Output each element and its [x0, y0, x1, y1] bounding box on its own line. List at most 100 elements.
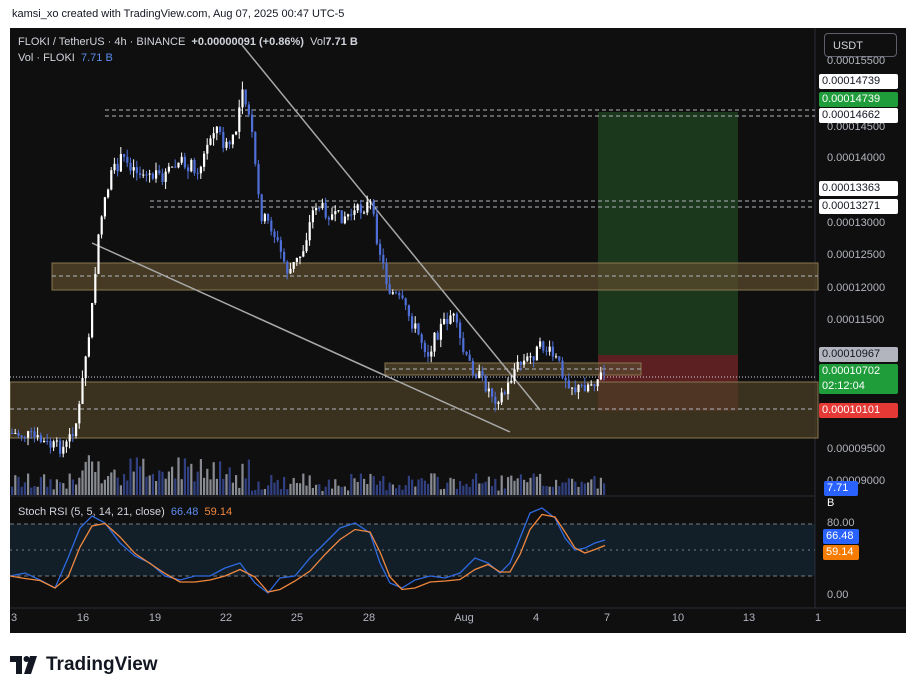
volume-bar	[430, 473, 433, 495]
candle-body	[391, 292, 394, 294]
candle-body	[116, 163, 119, 172]
volume-bar	[375, 484, 378, 495]
candle-body	[36, 435, 39, 438]
candle-body	[583, 385, 586, 392]
volume-bar	[302, 473, 305, 495]
volume-bar	[542, 485, 545, 495]
candle-body	[337, 210, 340, 212]
stoch-legend[interactable]: Stoch RSI (5, 5, 14, 21, close) 66.48 59…	[18, 506, 232, 518]
level-label-13271: 0.00013271	[819, 199, 898, 214]
candle-body	[523, 360, 526, 365]
stoch-d-label: 59.14	[823, 545, 859, 560]
candle-body	[356, 204, 359, 211]
candle-body	[388, 284, 391, 294]
candle-body	[244, 89, 247, 105]
volume-bar	[446, 482, 449, 495]
volume-bar	[411, 479, 414, 495]
candle-body	[465, 351, 468, 355]
candle-body	[331, 214, 334, 220]
volume-bar	[417, 479, 420, 495]
candle-body	[164, 171, 167, 182]
candle-body	[273, 231, 276, 238]
volume-bar	[68, 473, 71, 495]
time-tick: 22	[219, 612, 233, 624]
candle-body	[500, 392, 503, 403]
volume-bar	[273, 482, 276, 495]
volume-bar	[126, 480, 129, 495]
stoch-k-line	[10, 507, 606, 594]
candle-body	[11, 433, 14, 434]
candle-body	[215, 126, 218, 134]
time-tick: 28	[362, 612, 376, 624]
price-tick: 0.00014000	[827, 152, 886, 164]
volume-bar	[516, 478, 519, 495]
volume-bar	[270, 474, 273, 495]
candle-body	[52, 441, 55, 448]
volume-bar	[225, 474, 228, 495]
volume-bar	[228, 467, 231, 495]
volume-bar	[59, 482, 62, 495]
volume-bar	[151, 473, 154, 495]
currency-button[interactable]: USDT	[824, 33, 897, 57]
volume-bar	[257, 481, 260, 495]
volume-legend[interactable]: Vol · FLOKI 7.71 B	[18, 52, 113, 64]
candle-body	[401, 295, 404, 299]
volume-bar	[52, 489, 55, 495]
volume-bar	[350, 473, 353, 495]
volume-bar	[318, 484, 321, 495]
volume-bar	[65, 488, 68, 495]
volume-bar	[215, 478, 218, 495]
volume-bar	[183, 458, 186, 495]
candle-body	[142, 174, 145, 176]
price-tick: 0.00014500	[827, 121, 886, 133]
candle-body	[596, 379, 599, 387]
candle-body	[603, 372, 606, 374]
volume-bar	[311, 487, 314, 495]
support-zone	[10, 381, 819, 439]
volume-bar	[455, 488, 458, 495]
volume-bar	[535, 476, 538, 495]
candle-body	[91, 303, 94, 338]
tradingview-logo[interactable]: TradingView	[10, 654, 158, 676]
stop-price-label: 0.00010101	[819, 403, 898, 418]
volume-bar	[321, 490, 324, 495]
volume-bar	[158, 470, 161, 495]
time-tick: 4	[532, 612, 540, 624]
candle-body	[302, 251, 305, 257]
candle-body	[321, 202, 324, 208]
candle-body	[151, 173, 154, 179]
time-tick: Aug	[454, 612, 474, 624]
symbol-title[interactable]: FLOKI / TetherUS · 4h · BINANCE	[18, 36, 186, 48]
volume-bar	[190, 463, 193, 495]
candle-body	[379, 243, 382, 255]
candle-body	[529, 356, 532, 358]
volume-bar	[363, 478, 366, 495]
candle-body	[228, 141, 231, 145]
candle-body	[225, 141, 228, 148]
chart-canvas[interactable]	[10, 28, 906, 633]
candle-body	[359, 204, 362, 213]
volume-bar	[404, 485, 407, 495]
candle-body	[196, 173, 199, 175]
volume-bar	[219, 461, 222, 495]
symbol-legend[interactable]: FLOKI / TetherUS · 4h · BINANCE +0.00000…	[18, 36, 358, 48]
volume-bar	[526, 482, 529, 495]
candle-body	[305, 240, 308, 252]
volume-bar	[462, 485, 465, 495]
volume-bar	[87, 455, 90, 495]
volume-bar	[244, 478, 247, 495]
volume-bar	[571, 478, 574, 495]
price-tick: 0.00013000	[827, 217, 886, 229]
volume-bar	[254, 489, 257, 495]
candle-body	[395, 292, 398, 294]
candles-group	[11, 81, 606, 458]
candle-body	[385, 263, 388, 285]
candle-body	[347, 214, 350, 217]
volume-bar	[379, 480, 382, 495]
volume-bar	[484, 481, 487, 495]
volume-bar	[583, 483, 586, 495]
candle-body	[420, 334, 423, 343]
candle-body	[334, 211, 337, 215]
volume-bar	[119, 485, 122, 495]
chart-frame[interactable]: FLOKI / TetherUS · 4h · BINANCE +0.00000…	[10, 28, 906, 633]
